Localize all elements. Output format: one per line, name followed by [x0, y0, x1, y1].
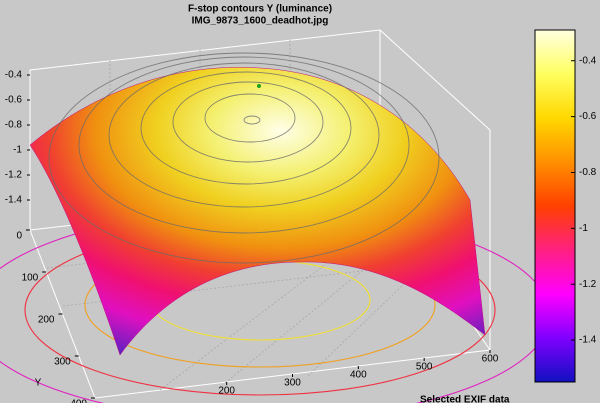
x-tick-label: 500	[416, 362, 433, 373]
colorbar-tick-label: -1	[579, 223, 588, 234]
z-tick-label: -1	[13, 145, 22, 156]
y-tick-label: 200	[38, 315, 55, 326]
y-tick-label: 400	[70, 399, 87, 403]
colorbar-tick-label: -1.4	[579, 335, 597, 346]
z-tick-label: -0.4	[5, 70, 23, 81]
footer-text: Selected EXIF data	[420, 395, 510, 403]
x-tick-label: 200	[218, 386, 235, 397]
y-tick-label: 300	[54, 357, 71, 368]
colorbar-tick-label: -0.4	[579, 55, 597, 66]
z-tick-label: -0.6	[5, 95, 23, 106]
x-tick-label: 300	[284, 378, 301, 389]
colorbar	[534, 29, 576, 383]
y-tick-label: 0	[16, 231, 22, 242]
colorbar-tick-label: -1.2	[579, 279, 597, 290]
z-tick-label: -0.8	[5, 120, 23, 131]
x-tick-label: 400	[350, 370, 367, 381]
surface	[29, 52, 486, 356]
colorbar-tick-label: -0.8	[579, 167, 597, 178]
z-tick-label: -1.4	[5, 195, 23, 206]
y-tick-label: 100	[22, 273, 39, 284]
max-marker	[257, 84, 261, 88]
x-tick-label: 600	[482, 354, 499, 365]
z-tick-label: -1.2	[5, 170, 23, 181]
colorbar-tick-label: -0.6	[579, 111, 597, 122]
y-axis-label: Y	[35, 378, 42, 389]
chart-title: F-stop contours Y (luminance)	[188, 4, 332, 15]
chart-subtitle: IMG_9873_1600_deadhot.jpg	[192, 16, 329, 27]
